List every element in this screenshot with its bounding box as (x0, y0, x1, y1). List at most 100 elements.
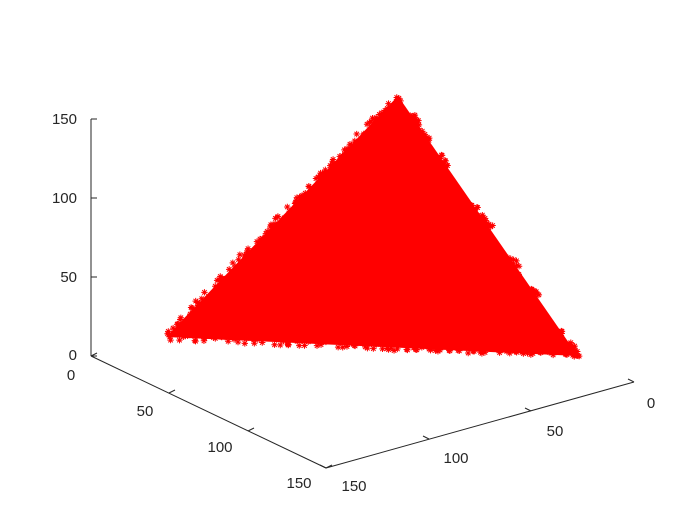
data-point (236, 251, 244, 258)
data-point (535, 291, 543, 299)
scatter-series (164, 94, 583, 360)
data-point (292, 337, 299, 344)
y-tick-mark (168, 389, 176, 394)
data-point (434, 348, 442, 355)
data-point (478, 214, 486, 221)
data-point (506, 350, 513, 357)
data-point (507, 255, 514, 262)
data-point (477, 346, 484, 353)
data-point (262, 230, 270, 237)
data-point (305, 183, 313, 190)
data-point (194, 299, 201, 306)
data-point (503, 348, 510, 355)
data-point (390, 102, 397, 109)
data-point (512, 348, 520, 355)
data-point (280, 337, 287, 345)
data-point (176, 336, 183, 344)
data-point (343, 343, 351, 350)
data-point (549, 351, 557, 359)
data-point (286, 208, 293, 215)
data-point (413, 346, 421, 354)
data-point (285, 341, 292, 349)
data-point (184, 332, 191, 340)
x-axis-line (325, 381, 635, 469)
data-point (254, 336, 261, 343)
data-point (241, 340, 248, 347)
data-point (421, 131, 429, 138)
data-point (397, 97, 404, 105)
data-point (418, 344, 426, 351)
data-point (371, 117, 378, 125)
data-point (468, 202, 476, 209)
data-point (259, 235, 266, 242)
data-point (341, 150, 349, 158)
data-point (415, 129, 423, 136)
point-cloud-fill (166, 96, 578, 356)
data-point (383, 345, 391, 352)
y-tick-label: 100 (207, 439, 232, 456)
data-point (513, 270, 520, 277)
data-point (341, 146, 348, 154)
data-point (444, 162, 451, 169)
data-point (280, 214, 288, 222)
data-point (291, 200, 299, 207)
x-tick-label: 0 (647, 395, 655, 412)
data-point (407, 112, 414, 119)
data-point (515, 262, 523, 270)
data-point (376, 111, 383, 118)
data-point (418, 130, 426, 137)
data-point (524, 350, 531, 357)
x-tick-mark (627, 378, 635, 383)
data-point (229, 259, 237, 267)
data-point (521, 348, 528, 355)
data-point (180, 333, 187, 341)
z-tick-label: 100 (52, 190, 77, 207)
data-point (320, 169, 328, 176)
data-point (410, 344, 417, 352)
data-point (190, 305, 198, 313)
data-point (531, 291, 538, 298)
y-tick-mark (325, 464, 333, 469)
x-tick-label: 100 (443, 450, 468, 467)
data-point (246, 250, 253, 258)
data-point (243, 335, 250, 342)
data-point (373, 341, 380, 348)
data-point (230, 336, 238, 343)
data-point (217, 273, 224, 280)
data-point (336, 153, 343, 160)
data-point (481, 215, 489, 222)
data-point (438, 160, 446, 167)
data-point (571, 345, 578, 352)
data-point (201, 289, 208, 296)
data-point (568, 343, 575, 351)
data-point (395, 95, 403, 102)
data-point (363, 121, 371, 128)
data-point (469, 347, 477, 355)
data-point (378, 109, 385, 117)
data-point (558, 330, 565, 337)
y-tick-label: 150 (286, 475, 311, 492)
data-point (569, 352, 577, 359)
data-point (513, 262, 521, 269)
data-point (408, 112, 415, 120)
data-point (322, 168, 329, 176)
data-point (221, 333, 229, 341)
data-point (198, 295, 205, 302)
data-point (485, 221, 493, 228)
data-point (217, 333, 225, 340)
data-point (348, 141, 355, 149)
data-point (215, 276, 223, 283)
data-point (428, 345, 436, 352)
data-point (348, 340, 355, 347)
x-tick-label: 150 (341, 478, 366, 495)
data-point (301, 342, 308, 349)
data-point (482, 217, 490, 224)
data-point (411, 122, 418, 129)
data-point (387, 345, 395, 352)
y-axis-ticks: 0 50 100 150 (67, 352, 333, 492)
data-point (510, 256, 517, 263)
data-point (329, 156, 337, 163)
data-point (253, 238, 261, 245)
data-point (562, 350, 569, 358)
data-point (234, 334, 241, 342)
